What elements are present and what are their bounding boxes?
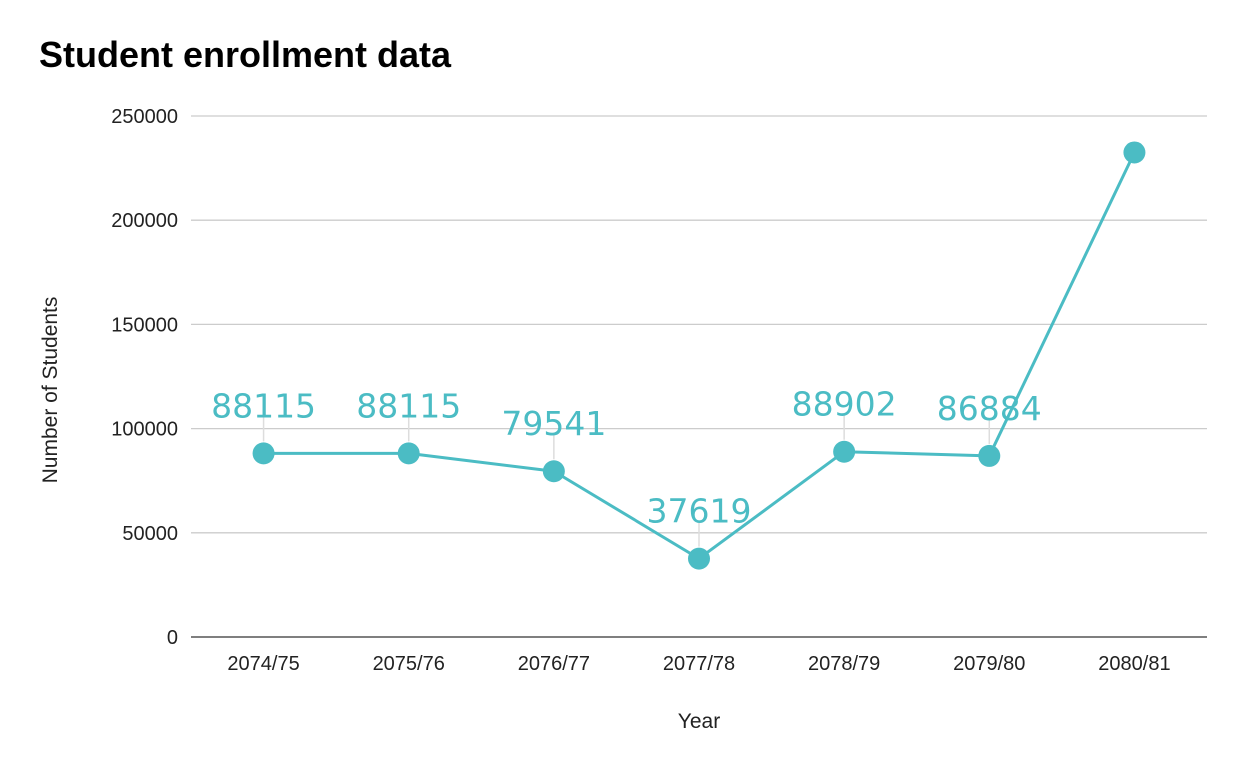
data-labels: 88115 88115 79541 37619 88902 86884 [211, 385, 1042, 547]
data-point [252, 442, 275, 465]
y-tick-label: 100000 [111, 419, 178, 441]
data-point [397, 442, 420, 465]
x-tick-label: 2078/79 [808, 653, 880, 675]
x-tick-label: 2074/75 [227, 653, 299, 675]
data-label: 88902 [792, 385, 897, 424]
y-tick-label: 250000 [111, 106, 178, 128]
data-label: 86884 [937, 389, 1042, 428]
data-label: 37619 [647, 492, 752, 531]
x-tick-label: 2077/78 [663, 653, 735, 675]
data-point [833, 440, 856, 463]
y-tick-label: 50000 [122, 523, 178, 545]
data-point [978, 444, 1001, 467]
data-point [688, 547, 710, 570]
series-layer [252, 141, 1146, 570]
axes: 0 50000 100000 150000 200000 250000 2074/75 207… [111, 106, 1207, 675]
y-axis-title: Number of Students [39, 297, 62, 484]
data-label: 79541 [501, 404, 606, 443]
x-tick-label: 2080/81 [1098, 653, 1170, 675]
x-tick-label: 2076/77 [518, 653, 590, 675]
y-tick-label: 150000 [111, 314, 178, 336]
data-label: 88115 [356, 386, 461, 425]
data-label: 88115 [211, 386, 316, 425]
data-point [542, 460, 565, 483]
x-tick-label: 2075/76 [373, 653, 445, 675]
y-tick-label: 0 [167, 627, 178, 649]
data-point [1123, 141, 1146, 164]
chart-title: Student enrollment data [39, 34, 452, 75]
gridlines [191, 115, 1207, 534]
x-axis-title: Year [678, 710, 720, 733]
y-tick-label: 200000 [111, 210, 178, 232]
x-tick-label: 2079/80 [953, 653, 1025, 675]
